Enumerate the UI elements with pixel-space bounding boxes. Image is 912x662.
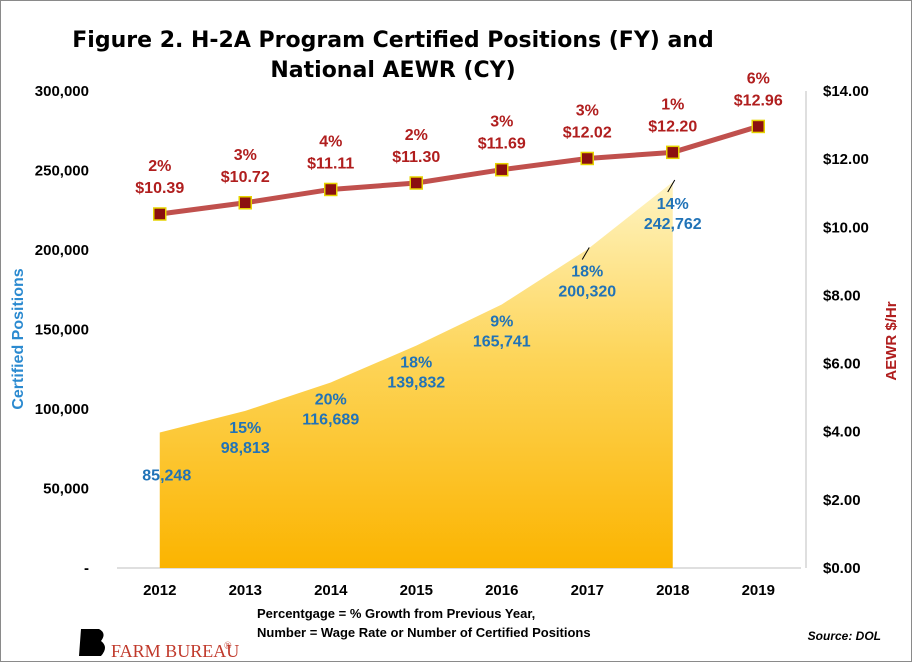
y-right-tick-label-7: $14.00 <box>823 83 869 100</box>
y-left-tick-label-0: - <box>84 560 89 577</box>
y-right-tick-label-2: $4.00 <box>823 424 861 441</box>
x-tick-label-2013: 2013 <box>229 582 262 599</box>
positions-area-layer <box>159 182 673 568</box>
aewr-growth-label-2018: 1% <box>661 96 684 113</box>
aewr-marker-2013 <box>238 196 252 210</box>
positions-value-label-2012: 85,248 <box>142 467 191 484</box>
positions-growth-label-2017: 18% <box>571 263 603 280</box>
aewr-value-label-2019: $12.96 <box>734 92 783 109</box>
source-note: Source: DOL <box>808 629 881 643</box>
y-left-tick-label-5: 250,000 <box>35 163 89 180</box>
aewr-marker-2019 <box>751 119 765 134</box>
y-left-tick-label-6: 300,000 <box>35 83 89 100</box>
x-tick-label-2014: 2014 <box>314 582 348 599</box>
positions-area <box>159 182 673 568</box>
y-right-tick-label-0: $0.00 <box>823 560 861 577</box>
logo-registered-mark: ® <box>224 641 232 652</box>
aewr-growth-label-2013: 3% <box>234 147 257 164</box>
aewr-growth-label-2012: 2% <box>148 158 171 175</box>
positions-value-label-2013: 98,813 <box>221 440 270 457</box>
aewr-growth-label-2015: 2% <box>405 127 428 144</box>
aewr-marker-2016 <box>495 162 509 177</box>
positions-value-label-2015: 139,832 <box>387 375 445 392</box>
chart-title-line1: Figure 2. H-2A Program Certified Positio… <box>72 28 713 53</box>
aewr-marker-2012 <box>153 207 167 221</box>
aewr-value-label-2017: $12.02 <box>563 124 612 141</box>
x-tick-label-2017: 2017 <box>571 582 604 599</box>
positions-value-label-2018: 242,762 <box>644 216 702 233</box>
y-right-tick-label-5: $10.00 <box>823 219 869 236</box>
aewr-value-label-2015: $11.30 <box>392 149 440 166</box>
y-left-tick-label-2: 100,000 <box>35 401 89 418</box>
positions-value-label-2017: 200,320 <box>558 283 616 300</box>
y-axis-right-title: AEWR $/Hr <box>883 301 900 380</box>
farm-bureau-logo: FARM BUREAU ® <box>79 629 239 661</box>
aewr-marker-2015 <box>409 176 423 190</box>
x-tick-label-2012: 2012 <box>143 582 176 599</box>
aewr-value-label-2018: $12.20 <box>648 118 697 135</box>
aewr-growth-label-2016: 3% <box>490 114 513 131</box>
y-left-tick-label-4: 200,000 <box>35 242 89 259</box>
aewr-line <box>159 124 759 217</box>
positions-value-label-2016: 165,741 <box>473 333 531 350</box>
aewr-value-label-2012: $10.39 <box>135 180 184 197</box>
x-tick-label-2015: 2015 <box>400 582 433 599</box>
aewr-value-label-2013: $10.72 <box>221 169 270 186</box>
positions-growth-label-2014: 20% <box>315 391 347 408</box>
chart-title-line2: National AEWR (CY) <box>270 58 515 83</box>
aewr-value-label-2014: $11.11 <box>307 155 354 172</box>
tick-labels-layer: 2012 2013 2014 2015 2016 2017 2018 2019 - 50,000 1… <box>35 83 869 599</box>
x-tick-label-2018: 2018 <box>656 582 689 599</box>
x-tick-label-2016: 2016 <box>485 582 518 599</box>
aewr-marker-2014 <box>324 182 338 197</box>
positions-growth-label-2015: 18% <box>400 355 432 372</box>
aewr-growth-label-2017: 3% <box>576 102 599 119</box>
y-left-tick-label-3: 150,000 <box>35 322 89 339</box>
data-labels-layer: 2% $10.39 3% $10.72 4% $11.11 2% $11.30 3% $11.69… <box>135 70 783 484</box>
aewr-line-layer <box>153 119 765 221</box>
aewr-growth-label-2019: 6% <box>747 70 770 87</box>
aewr-growth-label-2014: 4% <box>319 133 342 150</box>
aewr-marker-2018 <box>666 145 680 160</box>
x-tick-label-2019: 2019 <box>742 582 775 599</box>
logo-fb-mark-b <box>79 629 105 656</box>
positions-leader-line-2017 <box>581 247 590 260</box>
y-left-tick-label-1: 50,000 <box>43 481 89 498</box>
logo-text: FARM BUREAU <box>111 641 239 661</box>
positions-growth-label-2016: 9% <box>490 313 513 330</box>
y-right-tick-label-1: $2.00 <box>823 492 861 509</box>
positions-value-label-2014: 116,689 <box>302 411 359 428</box>
positions-growth-label-2013: 15% <box>229 420 261 437</box>
footnote-line1: Percentgage = % Growth from Previous Yea… <box>257 606 535 621</box>
footnote-line2: Number = Wage Rate or Number of Certifie… <box>257 625 591 640</box>
y-right-tick-label-3: $6.00 <box>823 356 861 373</box>
aewr-marker-2017 <box>580 151 594 166</box>
positions-growth-label-2018: 14% <box>657 196 689 213</box>
y-right-tick-label-6: $12.00 <box>823 151 869 168</box>
y-right-tick-label-4: $8.00 <box>823 287 861 304</box>
positions-leader-line-2018 <box>667 179 676 193</box>
aewr-value-label-2016: $11.69 <box>478 136 526 153</box>
y-axis-left-title: Certified Positions <box>10 268 27 409</box>
